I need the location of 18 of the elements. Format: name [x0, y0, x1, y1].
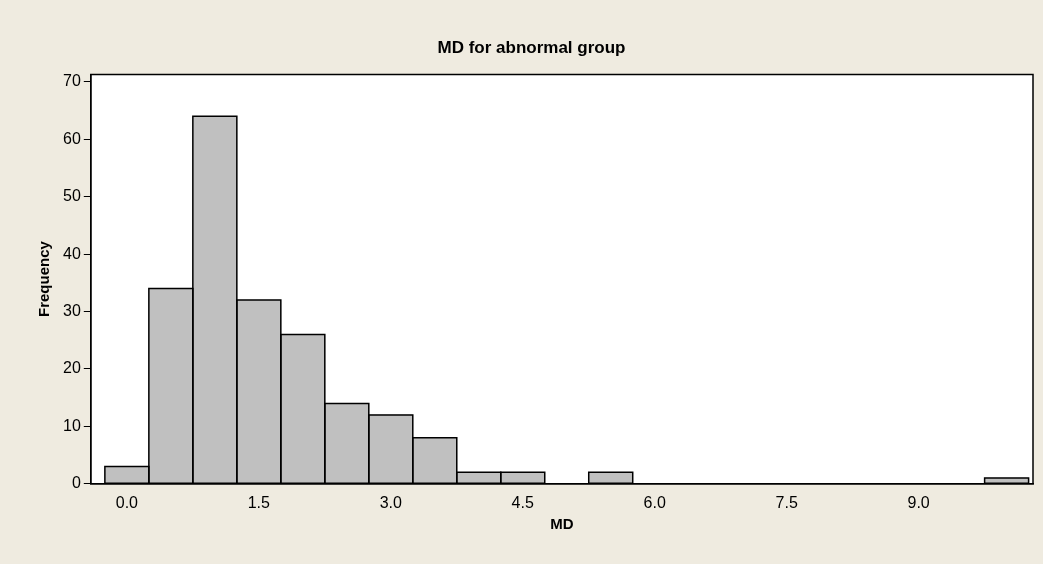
y-axis-title: Frequency [35, 240, 53, 318]
x-tick-label: 3.0 [379, 493, 403, 511]
y-tick-label: 0 [71, 474, 81, 492]
y-tick-label: 10 [63, 416, 81, 434]
y-tick-label: 30 [63, 301, 81, 319]
x-axis-title: MD [550, 515, 574, 533]
x-tick-label: 0.0 [115, 493, 139, 511]
x-tick-label: 4.5 [511, 493, 534, 511]
y-tick-label: 20 [63, 359, 81, 377]
y-tick-label: 60 [63, 129, 81, 147]
x-tick-label: 7.5 [775, 493, 798, 511]
x-tick-label: 9.0 [907, 493, 930, 511]
x-tick-label: 6.0 [643, 493, 666, 511]
x-tick-label: 1.5 [247, 493, 271, 511]
y-tick-label: 50 [63, 187, 81, 205]
y-tick-label: 40 [63, 244, 81, 262]
y-tick-label: 70 [63, 72, 81, 90]
chart-title: MD for abnormal group [437, 37, 626, 57]
